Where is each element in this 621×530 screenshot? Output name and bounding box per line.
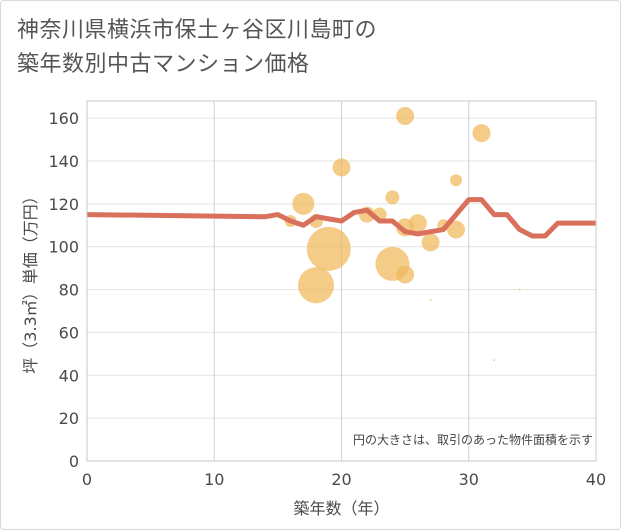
data-bubble	[306, 226, 351, 271]
y-tick-label: 80	[59, 281, 79, 300]
data-bubble	[493, 359, 496, 362]
y-tick-label: 100	[48, 238, 79, 257]
size-note: 円の大きさは、取引のあった物件面積を示す	[353, 432, 593, 447]
grid	[86, 101, 597, 462]
y-tick-label: 40	[59, 366, 79, 385]
data-bubble	[518, 288, 521, 291]
data-bubble	[450, 174, 463, 187]
data-bubble	[429, 299, 432, 302]
y-axis-label: 坪（3.3㎡）単価（万円）	[21, 188, 40, 373]
data-bubble	[292, 192, 315, 215]
data-bubble	[298, 267, 335, 304]
data-bubble	[472, 124, 491, 143]
y-tick-label: 0	[69, 452, 79, 471]
chart-title-line2: 築年数別中古マンション価格	[17, 52, 310, 77]
y-tick-label: 20	[59, 409, 79, 428]
plot-border	[86, 100, 597, 462]
data-bubble	[385, 190, 400, 205]
ticks: 0 20 40 60 80 100 120 140 160 0 10 20 30 40	[48, 109, 606, 489]
data-bubble	[396, 107, 415, 125]
x-tick-label: 0	[82, 470, 92, 489]
chart-title: 神奈川県横浜市保土ヶ谷区川島町の 築年数別中古マンション価格	[17, 14, 457, 82]
y-tick-label: 140	[48, 152, 79, 171]
trend-line	[86, 197, 596, 239]
data-bubble	[421, 233, 440, 252]
data-bubble	[408, 214, 427, 233]
chart-title-line1: 神奈川県横浜市保土ヶ谷区川島町の	[17, 18, 378, 43]
y-tick-label: 60	[59, 323, 79, 342]
x-tick-label: 10	[204, 470, 224, 489]
y-tick-label: 120	[48, 195, 79, 214]
data-bubble	[447, 220, 466, 239]
data-bubble	[332, 158, 351, 177]
x-tick-label: 20	[331, 470, 351, 489]
x-tick-label: 30	[459, 470, 479, 489]
bubbles	[284, 107, 521, 362]
data-bubble	[396, 265, 415, 284]
y-tick-label: 160	[48, 109, 79, 128]
x-tick-label: 40	[586, 470, 606, 489]
x-axis-label: 築年数（年）	[293, 499, 389, 518]
